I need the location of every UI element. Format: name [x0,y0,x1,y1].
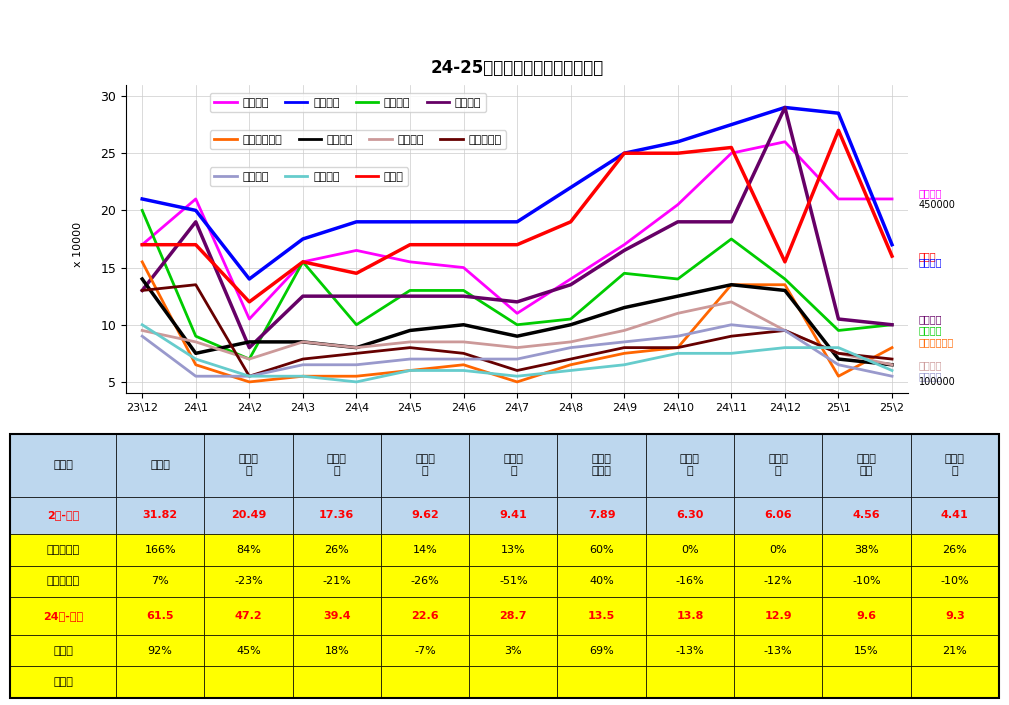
Text: -13%: -13% [764,646,792,656]
Text: -26%: -26% [411,577,439,587]
Text: 13.8: 13.8 [676,611,703,621]
Text: 6.30: 6.30 [676,510,703,520]
Title: 24-25年狭义乘用车厂家批发走势: 24-25年狭义乘用车厂家批发走势 [431,59,603,78]
Text: 22.6: 22.6 [412,611,439,621]
Text: 4.41: 4.41 [940,510,969,520]
Text: 450000: 450000 [919,200,956,209]
Text: x 10000: x 10000 [73,222,83,267]
Text: 61.5: 61.5 [146,611,174,621]
Text: 上汽乘
用车: 上汽乘 用车 [857,454,877,476]
Text: 上汽大众: 上汽大众 [919,372,942,381]
Text: 17.36: 17.36 [319,510,354,520]
Text: 7.89: 7.89 [588,510,615,520]
Text: 84%: 84% [236,545,261,555]
Text: 上汽通用五菱: 上汽通用五菱 [919,337,955,347]
Text: 100000: 100000 [919,377,956,387]
Text: 15%: 15% [855,646,879,656]
Text: 166%: 166% [144,545,176,555]
Text: -23%: -23% [234,577,262,587]
Text: 长安汽车: 长安汽车 [919,314,942,324]
Text: 一汽丰
田: 一汽丰 田 [944,454,965,476]
Text: 92%: 92% [147,646,173,656]
Text: 69%: 69% [589,646,614,656]
Text: 31.82: 31.82 [142,510,178,520]
Text: 奇瑞汽
车: 奇瑞汽 车 [327,454,347,476]
Text: 上汽大
众: 上汽大 众 [680,454,700,476]
Text: 奇瑞汽车: 奇瑞汽车 [919,257,942,267]
Text: 9.6: 9.6 [857,611,877,621]
Text: 长安汽
车: 长安汽 车 [503,454,524,476]
Text: 40%: 40% [589,577,614,587]
Text: 12.9: 12.9 [765,611,792,621]
Text: 45%: 45% [236,646,261,656]
Text: 6.06: 6.06 [765,510,792,520]
Text: 14%: 14% [413,545,438,555]
Text: 一汽大众: 一汽大众 [919,326,942,336]
Text: 13%: 13% [501,545,526,555]
Text: 24年-万台: 24年-万台 [43,611,83,621]
Text: -12%: -12% [764,577,792,587]
Text: 39.4: 39.4 [323,611,350,621]
Text: 9.62: 9.62 [411,510,439,520]
Text: -51%: -51% [499,577,528,587]
Text: 9.3: 9.3 [944,611,965,621]
Text: 长城汽
车: 长城汽 车 [768,454,788,476]
Text: 9.41: 9.41 [499,510,528,520]
Text: 年增速: 年增速 [53,646,73,656]
Text: 比亚迪: 比亚迪 [150,460,171,470]
Text: 0%: 0% [681,545,698,555]
Text: -21%: -21% [323,577,351,587]
Text: 3%: 3% [504,646,522,656]
Text: 47.2: 47.2 [235,611,262,621]
Text: 4.56: 4.56 [853,510,880,520]
Text: 长城汽车: 长城汽车 [919,360,942,370]
Text: 月同比增速: 月同比增速 [46,545,80,555]
Text: -13%: -13% [676,646,704,656]
Text: 26%: 26% [324,545,349,555]
Text: 60%: 60% [589,545,613,555]
Text: 比亚迪: 比亚迪 [919,251,936,261]
Text: 21%: 21% [942,646,968,656]
Text: 上汽通
用五菱: 上汽通 用五菱 [591,454,611,476]
Text: 乘用车: 乘用车 [53,460,73,470]
Text: 26%: 26% [942,545,968,555]
Text: 年排名: 年排名 [53,678,73,687]
Text: 月环比增速: 月环比增速 [46,577,80,587]
Text: 7%: 7% [151,577,170,587]
Text: 0%: 0% [770,545,787,555]
Text: 2月-万台: 2月-万台 [47,510,79,520]
Text: 13.5: 13.5 [588,611,615,621]
Text: -7%: -7% [414,646,436,656]
Text: 一汽大
众: 一汽大 众 [415,454,435,476]
Text: 38%: 38% [854,545,879,555]
Text: -10%: -10% [940,577,969,587]
Text: -16%: -16% [676,577,704,587]
Legend: 一汽丰田, 广汽丰田, 比亚迪: 一汽丰田, 广汽丰田, 比亚迪 [210,167,409,186]
Text: 18%: 18% [324,646,349,656]
Text: 吉利汽
车: 吉利汽 车 [238,454,258,476]
Text: 吉利汽车: 吉利汽车 [919,188,942,198]
Text: -10%: -10% [853,577,881,587]
Text: 28.7: 28.7 [499,611,527,621]
Text: 20.49: 20.49 [231,510,266,520]
